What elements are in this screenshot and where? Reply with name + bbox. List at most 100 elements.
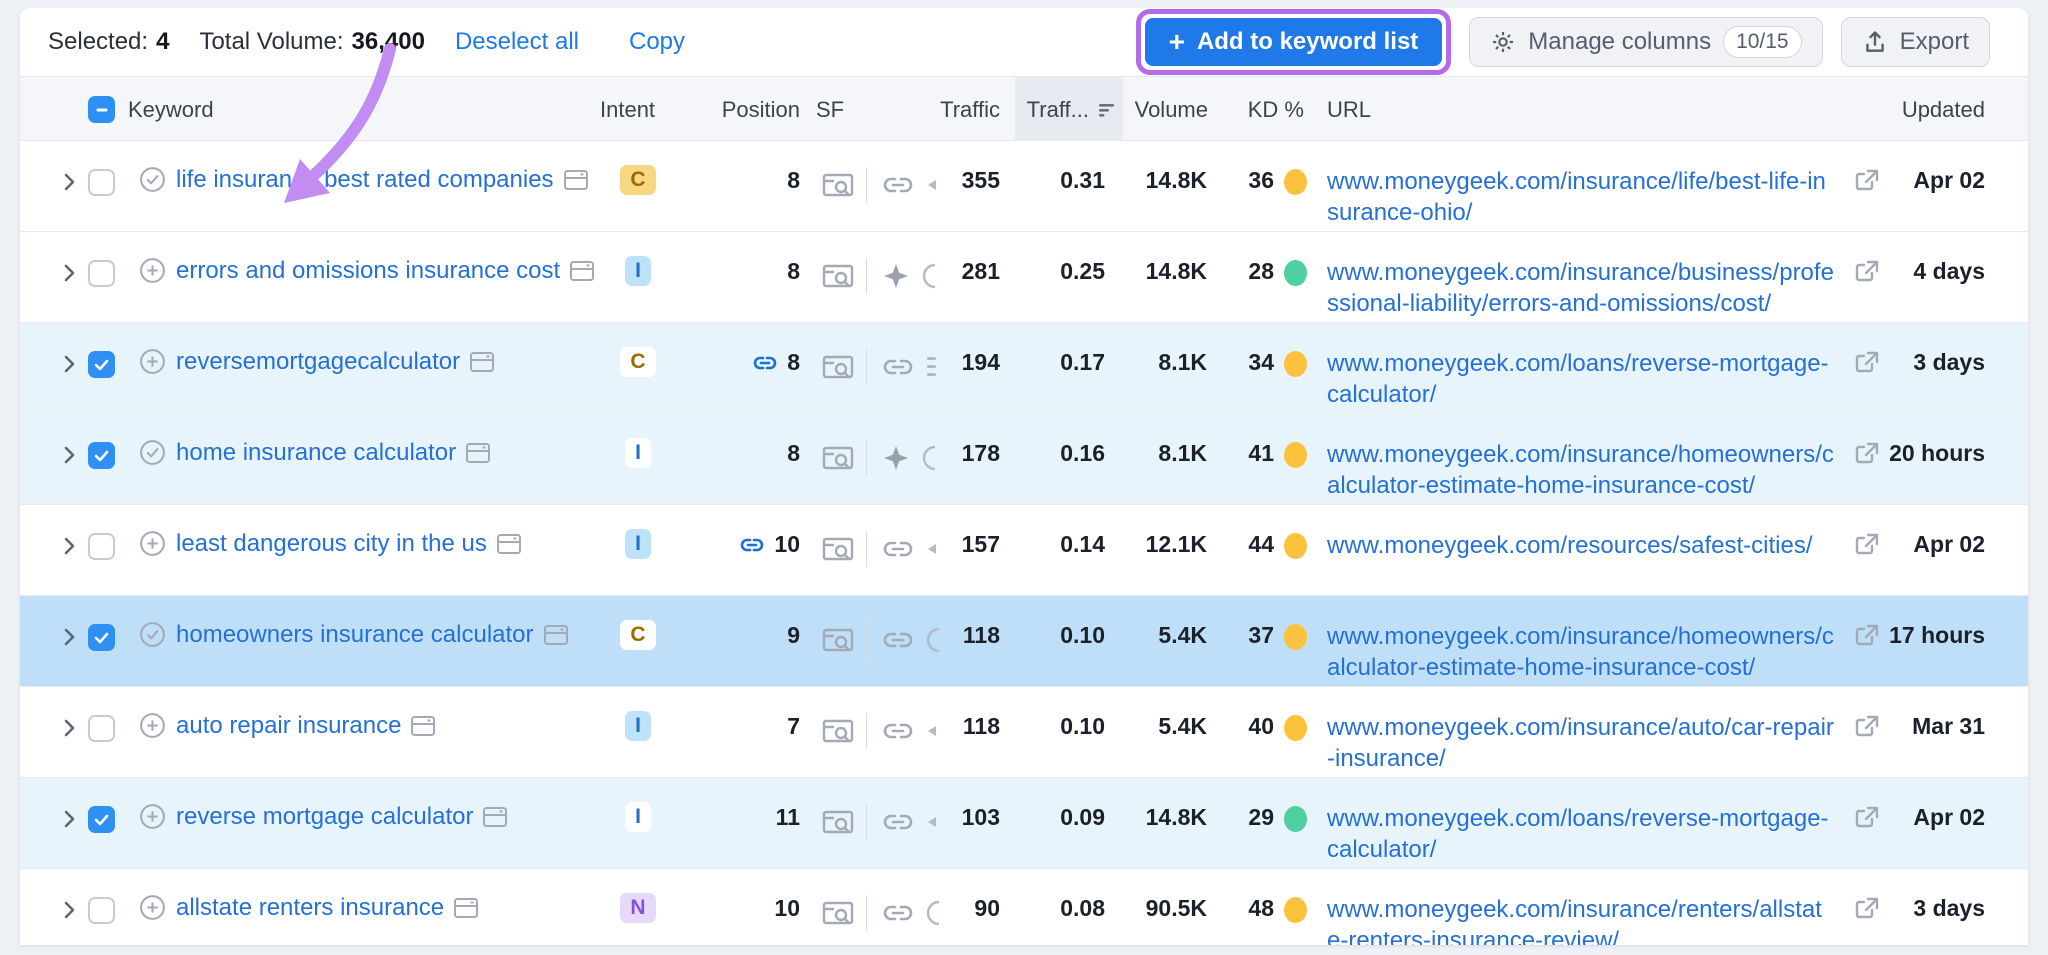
add-button-label: Add to keyword list [1197, 28, 1418, 56]
add-keyword-icon[interactable] [138, 711, 167, 740]
serp-preview-icon[interactable] [820, 533, 856, 565]
column-header-intent[interactable]: Intent [600, 77, 655, 142]
add-keyword-icon[interactable] [138, 256, 167, 285]
expand-chevron-icon[interactable] [58, 808, 80, 830]
keyword-link[interactable]: life insurance best rated companies [176, 166, 554, 194]
copy-link[interactable]: Copy [629, 28, 685, 56]
url-link[interactable]: www.moneygeek.com/loans/reverse-mortgage… [1327, 348, 1835, 410]
url-link[interactable]: www.moneygeek.com/resources/safest-citie… [1327, 530, 1835, 561]
serp-snapshot-icon[interactable] [563, 168, 589, 192]
deselect-all-link[interactable]: Deselect all [455, 28, 579, 56]
row-checkbox[interactable] [88, 806, 115, 833]
kd-value: 37 [1214, 622, 1274, 649]
serp-snapshot-icon[interactable] [469, 350, 495, 374]
serp-preview-icon[interactable] [820, 442, 856, 474]
column-header-sf[interactable]: SF [816, 77, 844, 142]
add-keyword-icon[interactable] [138, 802, 167, 831]
expand-chevron-icon[interactable] [58, 717, 80, 739]
column-header-kd[interactable]: KD % [1214, 77, 1304, 142]
serp-snapshot-icon[interactable] [453, 896, 479, 920]
serp-snapshot-icon[interactable] [465, 441, 491, 465]
url-link[interactable]: www.moneygeek.com/insurance/life/best-li… [1327, 166, 1835, 228]
row-checkbox[interactable] [88, 351, 115, 378]
expand-chevron-icon[interactable] [58, 353, 80, 375]
table-row: homeowners insurance calculator C 9 118 … [20, 596, 2028, 687]
keyword-cell: allstate renters insurance [138, 893, 479, 922]
row-checkbox[interactable] [88, 260, 115, 287]
keyword-link[interactable]: allstate renters insurance [176, 894, 444, 922]
serp-preview-icon[interactable] [820, 715, 856, 747]
keyword-in-list-icon[interactable] [138, 620, 167, 649]
select-all-box[interactable] [88, 96, 115, 123]
column-header-url[interactable]: URL [1327, 77, 1371, 142]
url-link[interactable]: www.moneygeek.com/insurance/auto/car-rep… [1327, 712, 1835, 774]
traffic-value: 157 [920, 531, 1000, 558]
row-checkbox[interactable] [88, 442, 115, 469]
serp-preview-icon[interactable] [820, 169, 856, 201]
sf-divider [866, 622, 867, 658]
serp-snapshot-icon[interactable] [410, 714, 436, 738]
traffic-pct-value: 0.10 [1020, 622, 1105, 649]
serp-preview-icon[interactable] [820, 624, 856, 656]
export-button[interactable]: Export [1841, 17, 1990, 67]
serp-preview-icon[interactable] [820, 897, 856, 929]
serp-snapshot-icon[interactable] [496, 532, 522, 556]
column-header-updated[interactable]: Updated [1865, 77, 1985, 142]
position-value: 10 [774, 531, 800, 558]
toolbar-actions: + Add to keyword list Manage columns 10/… [1136, 8, 1990, 76]
expand-chevron-icon[interactable] [58, 899, 80, 921]
traffic-value: 103 [920, 804, 1000, 831]
keyword-in-list-icon[interactable] [138, 165, 167, 194]
keyword-link[interactable]: reversemortgagecalculator [176, 348, 460, 376]
column-header-traffic[interactable]: Traffic [900, 77, 1000, 142]
intent-badge: I [625, 438, 651, 468]
expand-chevron-icon[interactable] [58, 262, 80, 284]
position-value: 11 [776, 804, 800, 831]
keyword-link[interactable]: errors and omissions insurance cost [176, 257, 560, 285]
url-link[interactable]: www.moneygeek.com/loans/reverse-mortgage… [1327, 803, 1835, 865]
selected-label: Selected: [48, 28, 148, 56]
url-link[interactable]: www.moneygeek.com/insurance/business/pro… [1327, 257, 1835, 319]
sf-divider [866, 258, 867, 294]
serp-snapshot-icon[interactable] [543, 623, 569, 647]
add-keyword-icon[interactable] [138, 893, 167, 922]
column-header-traffic-pct-sorted[interactable]: Traff... [1015, 77, 1123, 142]
add-keyword-icon[interactable] [138, 529, 167, 558]
keyword-in-list-icon[interactable] [138, 438, 167, 467]
keyword-link[interactable]: auto repair insurance [176, 712, 401, 740]
row-checkbox[interactable] [88, 533, 115, 560]
column-header-keyword[interactable]: Keyword [128, 77, 214, 142]
keyword-link[interactable]: reverse mortgage calculator [176, 803, 473, 831]
traffic-pct-value: 0.09 [1020, 804, 1105, 831]
table-row: reversemortgagecalculator C 8 194 0.17 8… [20, 323, 2028, 414]
row-checkbox[interactable] [88, 624, 115, 651]
serp-preview-icon[interactable] [820, 806, 856, 838]
row-checkbox[interactable] [88, 715, 115, 742]
expand-chevron-icon[interactable] [58, 626, 80, 648]
link-icon [881, 536, 915, 562]
total-volume-value: 36,400 [352, 28, 425, 56]
position-value: 8 [787, 258, 800, 285]
keyword-link[interactable]: homeowners insurance calculator [176, 621, 534, 649]
updated-value: Mar 31 [1865, 713, 1985, 740]
select-all-checkbox[interactable] [88, 77, 115, 142]
serp-preview-icon[interactable] [820, 351, 856, 383]
manage-columns-button[interactable]: Manage columns 10/15 [1469, 17, 1822, 67]
serp-preview-icon[interactable] [820, 260, 856, 292]
url-link[interactable]: www.moneygeek.com/insurance/homeowners/c… [1327, 621, 1835, 683]
serp-snapshot-icon[interactable] [569, 259, 595, 283]
add-keyword-icon[interactable] [138, 347, 167, 376]
serp-snapshot-icon[interactable] [482, 805, 508, 829]
column-header-position[interactable]: Position [660, 77, 800, 142]
url-link[interactable]: www.moneygeek.com/insurance/renters/alls… [1327, 894, 1835, 945]
keyword-link[interactable]: least dangerous city in the us [176, 530, 487, 558]
row-checkbox[interactable] [88, 897, 115, 924]
expand-chevron-icon[interactable] [58, 535, 80, 557]
row-checkbox[interactable] [88, 169, 115, 196]
column-header-volume[interactable]: Volume [1128, 77, 1208, 142]
url-link[interactable]: www.moneygeek.com/insurance/homeowners/c… [1327, 439, 1835, 501]
keyword-link[interactable]: home insurance calculator [176, 439, 456, 467]
expand-chevron-icon[interactable] [58, 171, 80, 193]
add-to-keyword-list-button[interactable]: + Add to keyword list [1145, 18, 1443, 66]
expand-chevron-icon[interactable] [58, 444, 80, 466]
